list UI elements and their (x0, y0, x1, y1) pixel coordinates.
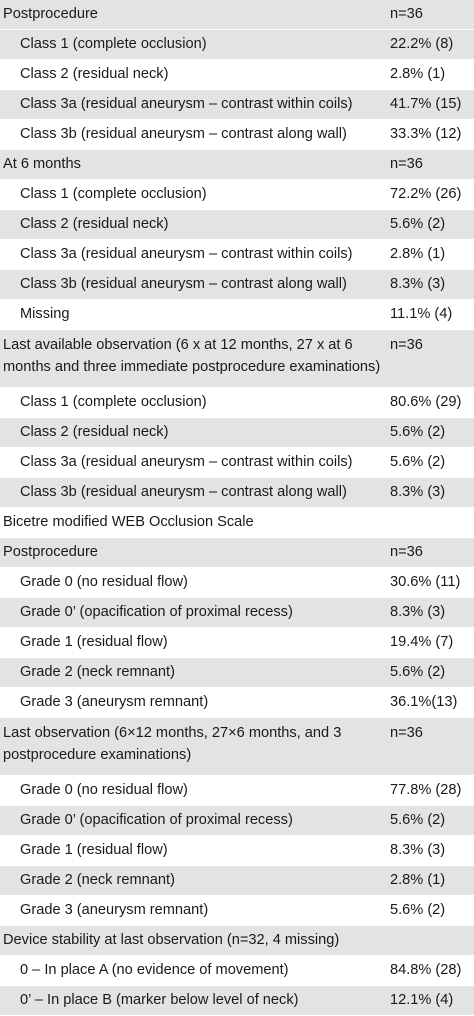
section-header-row: Postprocedure n=36 (0, 0, 474, 30)
row-value: 8.3% (3) (390, 604, 446, 620)
row-label: Missing (20, 306, 70, 322)
section-label: Last available observation (6 x at 12 mo… (3, 337, 381, 375)
row-value: n=36 (390, 337, 423, 353)
row-value: 80.6% (29) (390, 394, 462, 410)
section-header-row: Last observation (6×12 months, 27×6 mont… (0, 718, 474, 776)
row-label: Class 3a (residual aneurysm – contrast w… (20, 454, 353, 470)
section-header-row: Postprocedure n=36 (0, 538, 474, 568)
row-value: 2.8% (1) (390, 872, 446, 888)
row-value: 5.6% (2) (390, 454, 446, 470)
table-row: Grade 0’ (opacification of proximal rece… (0, 806, 474, 836)
table-row: Class 3b (residual aneurysm – contrast a… (0, 120, 474, 150)
row-label: Grade 0 (no residual flow) (20, 574, 188, 590)
table-row: Grade 1 (residual flow) 19.4% (7) (0, 628, 474, 658)
row-value: 8.3% (3) (390, 842, 446, 858)
section-header-row: Device stability at last observation (n=… (0, 926, 474, 956)
row-value: 5.6% (2) (390, 216, 446, 232)
row-value: 30.6% (11) (390, 574, 461, 590)
row-value: n=36 (390, 156, 423, 172)
row-label: 0’ – In place B (marker below level of n… (20, 992, 299, 1008)
row-label: Class 2 (residual neck) (20, 424, 169, 440)
row-value: 11.1% (4) (390, 306, 453, 322)
row-label: Class 3b (residual aneurysm – contrast a… (20, 484, 347, 500)
table-row: Grade 3 (aneurysm remnant) 5.6% (2) (0, 896, 474, 926)
row-label: Class 2 (residual neck) (20, 216, 169, 232)
table-row: Class 1 (complete occlusion) 22.2% (8) (0, 30, 474, 60)
row-value: 33.3% (12) (390, 126, 462, 142)
section-label: Postprocedure (3, 6, 98, 22)
row-label: Class 1 (complete occlusion) (20, 394, 207, 410)
row-value: 77.8% (28) (390, 782, 462, 798)
row-value: 84.8% (28) (390, 962, 462, 978)
table-row: 0 – In place A (no evidence of movement)… (0, 956, 474, 986)
row-label: Grade 2 (neck remnant) (20, 872, 175, 888)
row-value: 8.3% (3) (390, 484, 446, 500)
table-row: Grade 2 (neck remnant) 5.6% (2) (0, 658, 474, 688)
table-row: Grade 0 (no residual flow) 30.6% (11) (0, 568, 474, 598)
row-value: 5.6% (2) (390, 902, 446, 918)
row-value: 2.8% (1) (390, 66, 446, 82)
row-label: Grade 2 (neck remnant) (20, 664, 175, 680)
row-label: Grade 1 (residual flow) (20, 842, 168, 858)
row-value: n=36 (390, 725, 423, 741)
table-row: Class 3b (residual aneurysm – contrast a… (0, 270, 474, 300)
table-row: Grade 0 (no residual flow) 77.8% (28) (0, 776, 474, 806)
table-row: Grade 1 (residual flow) 8.3% (3) (0, 836, 474, 866)
row-value: 5.6% (2) (390, 812, 446, 828)
section-label: Last observation (6×12 months, 27×6 mont… (3, 725, 342, 763)
row-value: 72.2% (26) (390, 186, 462, 202)
table-row: Grade 2 (neck remnant) 2.8% (1) (0, 866, 474, 896)
row-label: Grade 0 (no residual flow) (20, 782, 188, 798)
row-label: Class 1 (complete occlusion) (20, 186, 207, 202)
row-label: Grade 0’ (opacification of proximal rece… (20, 604, 293, 620)
row-value: 2.8% (1) (390, 246, 446, 262)
table-row: Class 2 (residual neck) 2.8% (1) (0, 60, 474, 90)
table-row: Class 2 (residual neck) 5.6% (2) (0, 210, 474, 240)
row-value: n=36 (390, 544, 423, 560)
table-row: Grade 0’ (opacification of proximal rece… (0, 598, 474, 628)
row-label: Grade 3 (aneurysm remnant) (20, 902, 209, 918)
section-header-row: Bicetre modified WEB Occlusion Scale (0, 508, 474, 538)
row-value: 36.1%(13) (390, 694, 458, 710)
section-header-row: Last available observation (6 x at 12 mo… (0, 330, 474, 388)
section-label: Postprocedure (3, 544, 98, 560)
table-row: Grade 3 (aneurysm remnant) 36.1%(13) (0, 688, 474, 718)
row-label: Class 3b (residual aneurysm – contrast a… (20, 276, 347, 292)
row-value: 12.1% (4) (390, 992, 454, 1008)
row-label: Class 3a (residual aneurysm – contrast w… (20, 96, 353, 112)
row-value: 5.6% (2) (390, 424, 446, 440)
section-label: Device stability at last observation (n=… (3, 932, 340, 948)
table-row: 0’ – In place B (marker below level of n… (0, 986, 474, 1016)
table-row: Missing 11.1% (4) (0, 300, 474, 330)
row-value: 8.3% (3) (390, 276, 446, 292)
table-row: Class 3a (residual aneurysm – contrast w… (0, 240, 474, 270)
section-label: At 6 months (3, 156, 81, 172)
row-value: 19.4% (7) (390, 634, 454, 650)
row-label: Class 3b (residual aneurysm – contrast a… (20, 126, 347, 142)
table-row: Class 2 (residual neck) 5.6% (2) (0, 418, 474, 448)
row-label: Class 2 (residual neck) (20, 66, 169, 82)
table-row: Class 1 (complete occlusion) 72.2% (26) (0, 180, 474, 210)
row-value: 5.6% (2) (390, 664, 446, 680)
row-value: 22.2% (8) (390, 36, 454, 52)
row-value: 41.7% (15) (390, 96, 462, 112)
row-label: Grade 3 (aneurysm remnant) (20, 694, 209, 710)
row-label: Grade 0’ (opacification of proximal rece… (20, 812, 293, 828)
row-value: n=36 (390, 6, 423, 22)
row-label: Class 1 (complete occlusion) (20, 36, 207, 52)
table-row: Class 1 (complete occlusion) 80.6% (29) (0, 388, 474, 418)
row-label: 0 – In place A (no evidence of movement) (20, 962, 289, 978)
table-row: Class 3a (residual aneurysm – contrast w… (0, 448, 474, 478)
table-row: Class 3a (residual aneurysm – contrast w… (0, 90, 474, 120)
row-label: Class 3a (residual aneurysm – contrast w… (20, 246, 353, 262)
table-row: Class 3b (residual aneurysm – contrast a… (0, 478, 474, 508)
section-label: Bicetre modified WEB Occlusion Scale (3, 514, 254, 530)
row-label: Grade 1 (residual flow) (20, 634, 168, 650)
section-header-row: At 6 months n=36 (0, 150, 474, 180)
